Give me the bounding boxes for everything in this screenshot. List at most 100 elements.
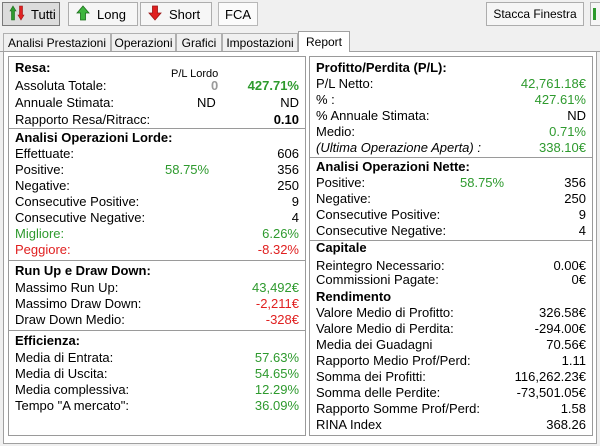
runup-title: Run Up e Draw Down: <box>15 263 151 278</box>
row-value: 368.26 <box>546 417 586 432</box>
detach-window-label: Stacca Finestra <box>493 7 577 21</box>
row-value: 326.58€ <box>539 305 586 320</box>
lorde-row: Consecutive Positive: 9 <box>15 194 299 210</box>
row-label: Positive: <box>15 162 65 177</box>
nette-row: Negative: 250 <box>316 191 586 207</box>
left-report-panel: Resa: P/L Lordo Assoluta Totale: 0 427.7… <box>8 56 306 436</box>
lorde-title: Analisi Operazioni Lorde: <box>15 130 173 145</box>
row-value: 0€ <box>571 272 586 287</box>
row-value: ND <box>280 95 299 110</box>
row-value: 250 <box>564 191 586 206</box>
tab-bar: Analisi Prestazioni Operazioni Grafici I… <box>0 31 600 52</box>
row-value: 36.09% <box>254 398 299 413</box>
up-arrow-icon <box>75 4 91 24</box>
rendimento-row: Rapporto Medio Prof/Perd: 1.11 <box>316 353 586 369</box>
tab-label: Impostazioni <box>226 35 294 50</box>
divider <box>9 128 305 129</box>
tab-label: Operazioni <box>114 35 173 50</box>
runup-row: Massimo Run Up: 43,492€ <box>15 280 299 296</box>
row-value: 356 <box>277 162 299 177</box>
row-value: -328€ <box>265 312 299 327</box>
resa-row: Assoluta Totale: 0 427.71% <box>15 78 299 94</box>
resa-title: Resa: <box>15 60 51 75</box>
symbol-field[interactable]: FCA <box>218 2 258 26</box>
tab-analisi-prestazioni[interactable]: Analisi Prestazioni <box>3 33 111 51</box>
row-value: 427.71% <box>247 78 299 93</box>
runup-row: Massimo Draw Down: -2,211€ <box>15 296 299 312</box>
row-value: -2,211€ <box>255 296 299 311</box>
row-label: Tempo "A mercato": <box>15 398 129 413</box>
lorde-row: Negative: 250 <box>15 178 299 194</box>
row-label: Migliore: <box>15 226 65 241</box>
row-value: 356 <box>564 175 586 190</box>
divider <box>310 240 592 241</box>
row-label: Media dei Guadagni <box>316 337 433 352</box>
row-label: Massimo Draw Down: <box>15 296 142 311</box>
efficienza-title: Efficienza: <box>15 333 81 348</box>
row-label: Draw Down Medio: <box>15 312 125 327</box>
row-label: P/L Netto: <box>316 76 374 91</box>
resa-row: Annuale Stimata: ND ND <box>15 95 299 111</box>
rendimento-row: Somma delle Perdite: -73,501.05€ <box>316 385 586 401</box>
row-value: ND <box>567 108 586 123</box>
row-label: Assoluta Totale: <box>15 78 107 93</box>
pl-row: (Ultima Operazione Aperta) : 338.10€ <box>316 140 586 156</box>
divider <box>9 260 305 261</box>
extra-icon <box>593 8 596 20</box>
row-mid: 58.75% <box>165 162 210 177</box>
nette-row: Consecutive Negative: 4 <box>316 223 586 239</box>
pl-lordo-header: P/L Lordo <box>171 68 219 80</box>
efficienza-row: Media di Entrata: 57.63% <box>15 350 299 366</box>
row-value: 43,492€ <box>252 280 299 295</box>
row-label: Consecutive Negative: <box>316 223 447 238</box>
rendimento-row: Media dei Guadagni 70.56€ <box>316 337 586 353</box>
row-label: Rapporto Somme Prof/Perd: <box>316 401 481 416</box>
row-label: (Ultima Operazione Aperta) : <box>316 140 481 155</box>
tab-label: Grafici <box>181 35 217 50</box>
rendimento-row: Valore Medio di Perdita: -294.00€ <box>316 321 586 337</box>
tutti-label: Tutti <box>31 6 56 22</box>
capitale-row: Reintegro Necessario: 0.00€ <box>316 258 586 274</box>
symbol-label: FCA <box>225 6 251 22</box>
row-label: Negative: <box>15 178 70 193</box>
tab-label: Analisi Prestazioni <box>7 35 107 50</box>
right-report-panel: Profitto/Perdita (P/L): P/L Netto: 42,76… <box>309 56 593 436</box>
row-label: Rapporto Resa/Ritracc: <box>15 112 151 127</box>
row-label: Media di Uscita: <box>15 366 108 381</box>
pl-row: % : 427.61% <box>316 92 586 108</box>
row-value: 1.11 <box>561 353 586 368</box>
tab-operazioni[interactable]: Operazioni <box>111 33 176 51</box>
row-value: 42,761.18€ <box>520 76 586 91</box>
row-value: 116,262.23€ <box>514 369 586 384</box>
tab-grafici[interactable]: Grafici <box>176 33 222 51</box>
row-label: Consecutive Negative: <box>15 210 146 225</box>
resa-col-header: P/L Lordo <box>15 66 299 82</box>
rendimento-row: Valore Medio di Profitto: 326.58€ <box>316 305 586 321</box>
long-button[interactable]: Long <box>68 2 138 26</box>
row-label: Medio: <box>316 124 356 139</box>
row-label: Peggiore: <box>15 242 71 257</box>
tab-report[interactable]: Report <box>298 31 350 52</box>
runup-row: Draw Down Medio: -328€ <box>15 312 299 328</box>
row-label: Consecutive Positive: <box>15 194 140 209</box>
pl-row: Medio: 0.71% <box>316 124 586 140</box>
detach-window-button[interactable]: Stacca Finestra <box>486 2 584 26</box>
rendimento-title: Rendimento <box>316 289 392 304</box>
resa-row: Rapporto Resa/Ritracc: 0.10 <box>15 112 299 128</box>
row-value: -8.32% <box>257 242 299 257</box>
row-label: Somma delle Perdite: <box>316 385 441 400</box>
row-label: % Annuale Stimata: <box>316 108 430 123</box>
short-button[interactable]: Short <box>140 2 212 26</box>
row-label: Valore Medio di Perdita: <box>316 321 454 336</box>
tab-impostazioni[interactable]: Impostazioni <box>222 33 298 51</box>
row-value: 70.56€ <box>546 337 586 352</box>
row-label: Commissioni Pagate: <box>316 272 439 287</box>
rendimento-row: Somma dei Profitti: 116,262.23€ <box>316 369 586 385</box>
row-value: 250 <box>277 178 299 193</box>
tutti-button[interactable]: Tutti <box>2 2 60 26</box>
up-down-arrows-icon <box>9 4 25 24</box>
short-label: Short <box>169 6 201 22</box>
row-mid: 58.75% <box>460 175 505 190</box>
row-label: Reintegro Necessario: <box>316 258 445 273</box>
extra-button[interactable] <box>590 2 600 26</box>
